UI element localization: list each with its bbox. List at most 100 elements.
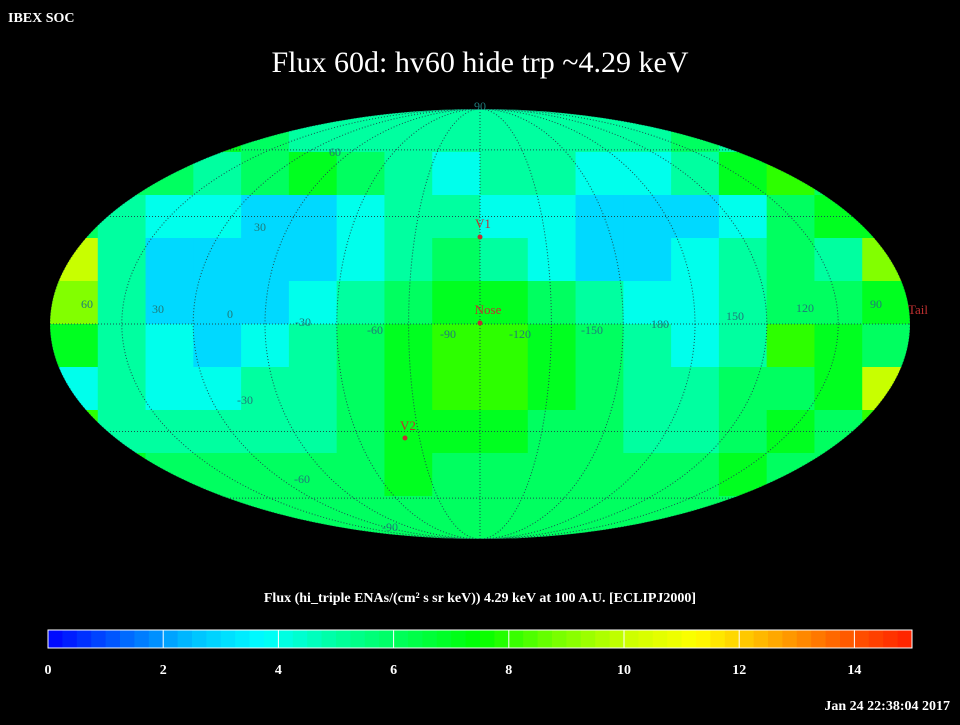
colorbar-swatch	[192, 630, 207, 648]
colorbar-swatch	[264, 630, 279, 648]
map-cell	[480, 238, 529, 282]
lon-label: 30	[152, 302, 164, 316]
map-cell	[814, 496, 863, 539]
map-cell	[527, 152, 577, 196]
map-cell	[718, 109, 768, 153]
colorbar-swatch	[62, 630, 78, 648]
map-cell	[97, 109, 147, 153]
map-cell	[814, 109, 863, 153]
map-cell	[814, 367, 863, 411]
map-cell	[97, 152, 147, 196]
colorbar: 0 2 4 6 8 10 12 14	[45, 629, 913, 678]
map-cell	[575, 281, 624, 325]
graticule	[50, 109, 910, 539]
map-cell	[193, 281, 242, 325]
map-cell	[623, 238, 672, 282]
colorbar-swatch	[278, 630, 294, 648]
colorbar-swatch	[494, 630, 510, 648]
map-cell	[241, 453, 290, 497]
colorbar-swatch	[508, 630, 524, 648]
colorbar-swatch	[681, 630, 697, 648]
meridian	[192, 109, 768, 539]
map-cell	[814, 453, 863, 497]
map-cell	[97, 324, 147, 368]
map-cell	[766, 367, 815, 411]
colorbar-swatch	[120, 630, 135, 648]
marker-label: V2	[400, 418, 416, 433]
lat-label: -90	[382, 520, 398, 534]
map-cell	[50, 324, 99, 368]
colorbar-swatch	[364, 630, 380, 648]
map-cell	[145, 453, 194, 497]
colorbar-label: Flux (hi_triple ENAs/(cm² s sr keV)) 4.2…	[264, 591, 696, 606]
map-cell	[193, 324, 242, 368]
map-cell	[623, 453, 672, 497]
map-cell	[575, 367, 624, 411]
colorbar-swatch	[667, 630, 683, 648]
map-cell	[862, 367, 910, 411]
map-cell	[50, 281, 99, 325]
map-cell	[814, 324, 863, 368]
map-cell	[623, 324, 672, 368]
map-cell	[193, 367, 242, 411]
map-cell	[718, 453, 768, 497]
map-cell	[384, 152, 433, 196]
colorbar-swatch	[91, 630, 107, 648]
map-cell	[432, 324, 481, 368]
map-cell	[671, 281, 720, 325]
map-cell	[384, 238, 433, 282]
colorbar-swatch	[148, 630, 164, 648]
colorbar-swatch	[307, 630, 323, 648]
map-cell	[193, 496, 242, 539]
map-cell	[766, 281, 815, 325]
map-cell	[145, 109, 194, 153]
map-cell	[527, 367, 577, 411]
lat-label: -60	[294, 472, 310, 486]
colorbar-swatch	[235, 630, 251, 648]
map-cell	[623, 109, 672, 153]
map-cell	[862, 453, 910, 497]
map-cell	[384, 281, 433, 325]
map-cell	[862, 109, 910, 153]
map-cell	[97, 453, 147, 497]
map-cell	[766, 324, 815, 368]
lon-label: 120	[796, 301, 814, 315]
colorbar-tick-label: 10	[617, 663, 631, 678]
colorbar-swatch	[897, 630, 913, 648]
map-cell	[193, 238, 242, 282]
map-cell	[241, 238, 290, 282]
map-cell	[50, 195, 99, 239]
map-cell	[766, 496, 815, 539]
map-cell	[718, 281, 768, 325]
colorbar-swatch	[825, 630, 841, 648]
map-cell	[288, 496, 338, 539]
colorbar-swatch	[163, 630, 179, 648]
map-cell	[241, 496, 290, 539]
colorbar-swatch	[249, 630, 265, 648]
map-cell	[145, 496, 194, 539]
map-cell	[336, 453, 385, 497]
marker-dot	[477, 234, 483, 240]
map-cell	[50, 367, 99, 411]
map-cell	[336, 324, 385, 368]
colorbar-swatch	[292, 630, 308, 648]
colorbar-tick-label: 12	[732, 663, 746, 678]
map-cell	[527, 496, 577, 539]
map-cell	[50, 238, 99, 282]
colorbar-swatch	[796, 630, 812, 648]
map-cell	[718, 324, 768, 368]
map-cell	[527, 281, 577, 325]
map-cell	[97, 195, 147, 239]
marker-label: Tail	[908, 302, 928, 317]
map-cell	[575, 453, 624, 497]
colorbar-tick-label: 4	[275, 663, 282, 678]
map-cell	[288, 324, 338, 368]
map-cell	[480, 109, 529, 153]
colorbar-swatch	[321, 630, 337, 648]
colorbar-swatch	[422, 630, 438, 648]
colorbar-swatch	[336, 630, 351, 648]
map-cell	[288, 281, 338, 325]
colorbar-swatch	[609, 630, 625, 648]
lon-label: 60	[81, 297, 93, 311]
